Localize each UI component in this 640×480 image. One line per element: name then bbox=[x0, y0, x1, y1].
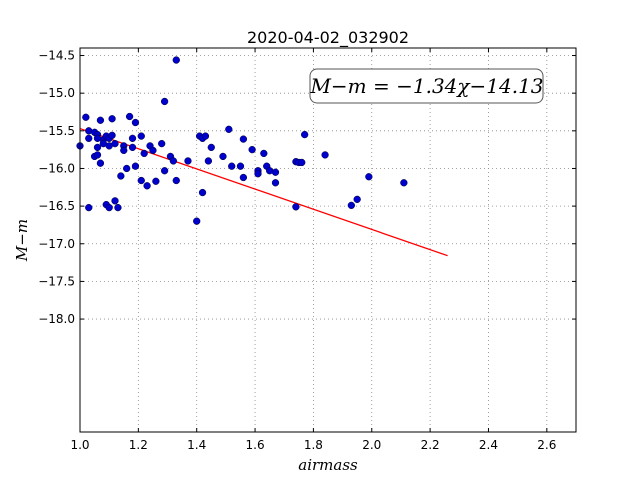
fit-annotation: M−m = −1.34χ−14.13 bbox=[309, 68, 544, 104]
data-point bbox=[172, 176, 180, 185]
x-tick-label: 1.6 bbox=[246, 438, 265, 452]
x-tick-label: 2.2 bbox=[421, 438, 440, 452]
data-point bbox=[128, 143, 137, 152]
data-point bbox=[108, 131, 116, 139]
data-point bbox=[82, 113, 90, 121]
data-point bbox=[248, 145, 256, 154]
x-tick-label: 1.4 bbox=[187, 438, 206, 452]
data-point bbox=[108, 115, 116, 123]
data-point bbox=[365, 173, 373, 181]
data-point bbox=[125, 112, 134, 121]
data-point bbox=[96, 159, 105, 167]
fit-line bbox=[79, 127, 448, 257]
data-point bbox=[204, 157, 213, 165]
data-point bbox=[117, 172, 125, 180]
data-point bbox=[93, 151, 102, 159]
data-point bbox=[228, 162, 236, 170]
data-point bbox=[105, 203, 113, 212]
data-point bbox=[111, 197, 119, 205]
y-tick-label: −14.5 bbox=[38, 49, 75, 63]
data-point bbox=[85, 134, 93, 143]
data-point bbox=[123, 164, 131, 173]
y-tick-label: −16.0 bbox=[38, 161, 75, 175]
x-axis-label: airmass bbox=[298, 456, 358, 474]
data-point bbox=[198, 188, 207, 197]
plot-frame bbox=[79, 47, 577, 433]
y-tick-label: −17.0 bbox=[38, 237, 75, 251]
data-point bbox=[219, 152, 227, 161]
data-point bbox=[292, 203, 300, 211]
x-tick-label: 1.2 bbox=[129, 438, 148, 452]
x-tick-label: 1.8 bbox=[304, 438, 323, 452]
data-point bbox=[128, 134, 137, 143]
data-point bbox=[85, 203, 93, 212]
data-point bbox=[96, 116, 105, 124]
x-tick-label: 2.4 bbox=[479, 438, 498, 452]
data-point bbox=[225, 125, 233, 133]
data-point bbox=[207, 143, 215, 152]
data-point bbox=[321, 151, 329, 159]
data-point bbox=[347, 201, 355, 210]
data-point bbox=[111, 139, 119, 148]
data-point bbox=[140, 149, 148, 158]
data-point bbox=[239, 135, 248, 143]
data-point bbox=[169, 157, 178, 165]
y-tick-label: −15.0 bbox=[38, 86, 75, 100]
data-point bbox=[149, 146, 157, 155]
data-point bbox=[353, 195, 361, 203]
y-tick-label: −15.5 bbox=[38, 124, 75, 138]
data-point bbox=[260, 149, 268, 158]
fit-annotation-text: M−m = −1.34χ−14.13 bbox=[309, 74, 543, 98]
y-axis-label: M−m bbox=[13, 219, 31, 262]
data-point bbox=[184, 157, 192, 165]
x-tick-label: 1.0 bbox=[70, 438, 89, 452]
data-point bbox=[271, 179, 280, 187]
data-point bbox=[254, 170, 262, 178]
data-point bbox=[201, 132, 210, 140]
data-point bbox=[158, 139, 166, 148]
data-point bbox=[193, 217, 201, 225]
data-point bbox=[236, 162, 245, 170]
data-point bbox=[301, 130, 309, 139]
data-point bbox=[160, 97, 169, 106]
plot-area: 1.0 1.2 1.4 1.6 1.8 2.0 2.2 2.4 2.6 −14.5 −15.0 −15… bbox=[38, 47, 577, 452]
data-point bbox=[271, 168, 280, 176]
data-point bbox=[239, 173, 248, 182]
data-point bbox=[172, 56, 180, 64]
data-point bbox=[114, 203, 122, 212]
data-point bbox=[131, 118, 140, 127]
x-tick-label: 2.0 bbox=[362, 438, 381, 452]
data-point bbox=[137, 176, 145, 185]
data-point bbox=[93, 143, 102, 152]
data-point bbox=[298, 158, 306, 167]
chart-title: 2020-04-02_032902 bbox=[247, 28, 409, 48]
x-tick-label: 2.6 bbox=[537, 438, 556, 452]
y-tick-label: −17.5 bbox=[38, 274, 75, 288]
y-tick-label: −18.0 bbox=[38, 312, 75, 326]
data-point bbox=[143, 182, 151, 190]
data-point bbox=[400, 179, 408, 187]
data-point bbox=[160, 167, 169, 175]
data-point bbox=[152, 177, 160, 185]
fit-annotation-box bbox=[309, 68, 544, 104]
data-point bbox=[120, 146, 128, 155]
data-point bbox=[137, 132, 145, 140]
y-tick-label: −16.5 bbox=[38, 199, 75, 213]
data-point bbox=[131, 162, 140, 170]
